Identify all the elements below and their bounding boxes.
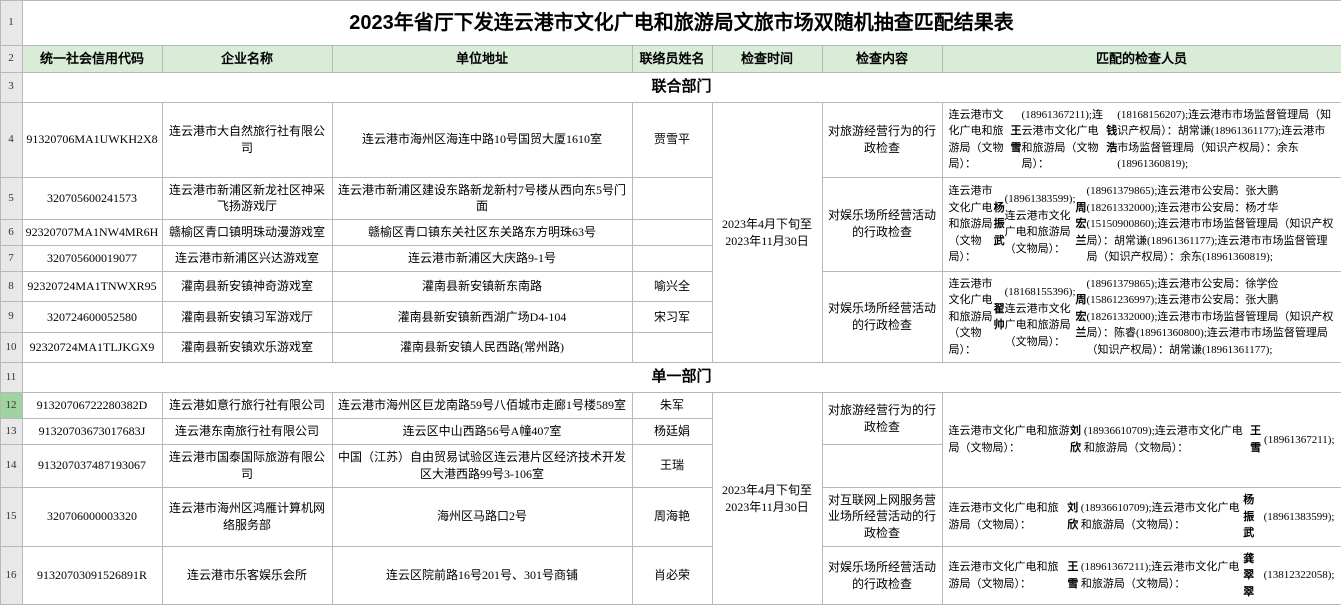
code-cell: 92320724MA1TNWXR95	[22, 271, 163, 303]
name-cell: 灌南县新安镇欢乐游戏室	[162, 332, 333, 364]
addr-cell: 赣榆区青口镇东关社区东关路东方明珠63号	[332, 219, 633, 246]
personnel-cell: 连云港市文化广电和旅游局（文物局）：王雪(18961367211);连云港市文化…	[942, 102, 1341, 178]
content-cell: 对旅游经营行为的行政检查	[822, 102, 943, 178]
content-cell: 对娱乐场所经营活动的行政检查	[822, 177, 943, 272]
addr-cell: 灌南县新安镇人民西路(常州路)	[332, 332, 633, 364]
code-cell: 92320707MA1NW4MR6H	[22, 219, 163, 246]
contact-cell: 王瑞	[632, 444, 713, 488]
row-number: 9	[0, 301, 23, 333]
row-number: 15	[0, 487, 23, 547]
addr-cell: 连云区院前路16号201号、301号商铺	[332, 546, 633, 606]
section-header-joint: 联合部门	[22, 72, 1341, 103]
contact-cell: 贾雪平	[632, 102, 713, 178]
contact-cell: 朱军	[632, 392, 713, 419]
col-header-content: 检查内容	[822, 45, 943, 73]
name-cell: 连云港市新浦区新龙社区神采飞扬游戏厅	[162, 177, 333, 221]
content-cell: 对娱乐场所经营活动的行政检查	[822, 546, 943, 606]
addr-cell: 连云港市海州区海连中路10号国贸大厦1610室	[332, 102, 633, 178]
row-number: 11	[0, 362, 23, 393]
addr-cell: 连云区中山西路56号A幢407室	[332, 418, 633, 445]
col-header-code: 统一社会信用代码	[22, 45, 163, 73]
spreadsheet-table: 1 2023年省厅下发连云港市文化广电和旅游局文旅市场双随机抽查匹配结果表 2 …	[0, 0, 1341, 605]
contact-cell: 周海艳	[632, 487, 713, 547]
contact-cell: 肖必荣	[632, 546, 713, 606]
row-number: 14	[0, 444, 23, 488]
row-number: 7	[0, 245, 23, 272]
row-number: 2	[0, 45, 23, 73]
name-cell: 连云港市大自然旅行社有限公司	[162, 102, 333, 178]
addr-cell: 连云港市新浦区建设东路新龙新村7号楼从西向东5号门面	[332, 177, 633, 221]
name-cell: 连云港如意行旅行社有限公司	[162, 392, 333, 419]
name-cell: 灌南县新安镇习军游戏厅	[162, 301, 333, 333]
name-cell: 赣榆区青口镇明珠动漫游戏室	[162, 219, 333, 246]
name-cell: 连云港市国泰国际旅游有限公司	[162, 444, 333, 488]
name-cell: 连云港市乐客娱乐会所	[162, 546, 333, 606]
name-cell: 灌南县新安镇神奇游戏室	[162, 271, 333, 303]
row-number-selected: 12	[0, 392, 23, 419]
col-header-personnel: 匹配的检查人员	[942, 45, 1341, 73]
personnel-cell: 连云港市文化广电和旅游局（文物局）：王雪(18961367211);连云港市文化…	[942, 546, 1341, 606]
code-cell: 320706000003320	[22, 487, 163, 547]
col-header-time: 检查时间	[712, 45, 823, 73]
page-title: 2023年省厅下发连云港市文化广电和旅游局文旅市场双随机抽查匹配结果表	[22, 0, 1341, 46]
row-number: 6	[0, 219, 23, 246]
addr-cell: 灌南县新安镇新西湖广场D4-104	[332, 301, 633, 333]
content-cell: 对娱乐场所经营活动的行政检查	[822, 271, 943, 364]
col-header-contact: 联络员姓名	[632, 45, 713, 73]
row-number: 1	[0, 0, 23, 46]
code-cell: 91320706MA1UWKH2X8	[22, 102, 163, 178]
row-number: 8	[0, 271, 23, 303]
row-number: 5	[0, 177, 23, 221]
contact-cell	[632, 245, 713, 272]
content-cell	[822, 444, 943, 488]
row-number: 16	[0, 546, 23, 606]
code-cell: 91320703673017683J	[22, 418, 163, 445]
content-cell: 对互联网上网服务营业场所经营活动的行政检查	[822, 487, 943, 547]
contact-cell: 杨廷娟	[632, 418, 713, 445]
row-number: 4	[0, 102, 23, 178]
addr-cell: 连云港市新浦区大庆路9-1号	[332, 245, 633, 272]
code-cell: 91320706722280382D	[22, 392, 163, 419]
row-number: 13	[0, 418, 23, 445]
contact-cell	[632, 177, 713, 221]
section-header-single: 单一部门	[22, 362, 1341, 393]
col-header-addr: 单位地址	[332, 45, 633, 73]
row-number: 3	[0, 72, 23, 103]
code-cell: 913207037487193067	[22, 444, 163, 488]
col-header-name: 企业名称	[162, 45, 333, 73]
personnel-cell: 连云港市文化广电和旅游局（文物局）：刘欣(18936610709);连云港市文化…	[942, 392, 1341, 487]
code-cell: 91320703091526891R	[22, 546, 163, 606]
code-cell: 92320724MA1TLJKGX9	[22, 332, 163, 364]
addr-cell: 中国（江苏）自由贸易试验区连云港片区经济技术开发区大港西路99号3-106室	[332, 444, 633, 488]
code-cell: 320724600052580	[22, 301, 163, 333]
addr-cell: 灌南县新安镇新东南路	[332, 271, 633, 303]
addr-cell: 海州区马路口2号	[332, 487, 633, 547]
addr-cell: 连云港市海州区巨龙南路59号八佰城市走廊1号楼589室	[332, 392, 633, 419]
contact-cell	[632, 219, 713, 246]
personnel-cell: 连云港市文化广电和旅游局（文物局）：翟帅(18168155396);连云港市文化…	[942, 271, 1341, 364]
row-number: 10	[0, 332, 23, 364]
code-cell: 320705600241573	[22, 177, 163, 221]
code-cell: 320705600019077	[22, 245, 163, 272]
contact-cell	[632, 332, 713, 364]
time-cell: 2023年4月下旬至2023年11月30日	[712, 102, 823, 364]
personnel-cell: 连云港市文化广电和旅游局（文物局）：刘欣(18936610709);连云港市文化…	[942, 487, 1341, 547]
contact-cell: 喻兴全	[632, 271, 713, 303]
name-cell: 连云港市海州区鸿雁计算机网络服务部	[162, 487, 333, 547]
content-cell: 对旅游经营行为的行政检查	[822, 392, 943, 445]
time-cell: 2023年4月下旬至2023年11月30日	[712, 392, 823, 605]
name-cell: 连云港东南旅行社有限公司	[162, 418, 333, 445]
contact-cell: 宋习军	[632, 301, 713, 333]
personnel-cell: 连云港市文化广电和旅游局（文物局）：杨振武(18961383599);连云港市文…	[942, 177, 1341, 272]
name-cell: 连云港市新浦区兴达游戏室	[162, 245, 333, 272]
